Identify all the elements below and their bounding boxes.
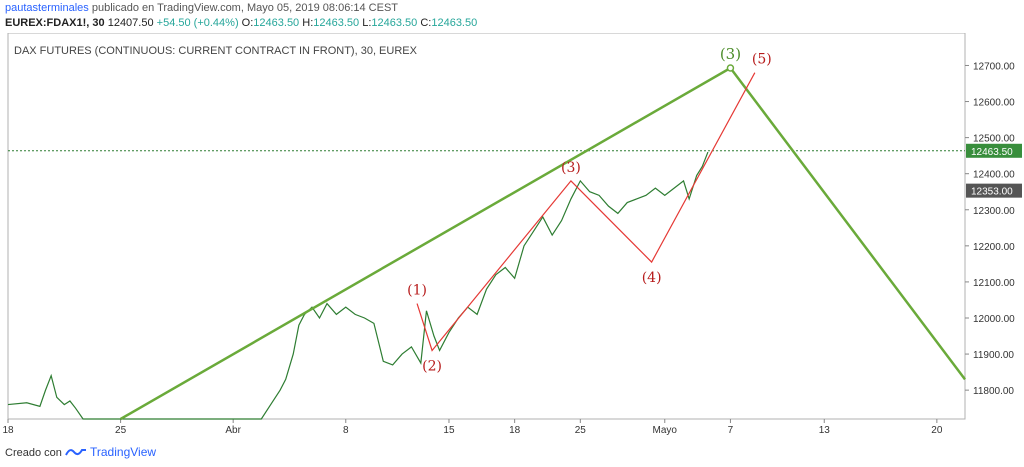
- wave-minor-label: (3): [561, 160, 581, 176]
- symbol-label: EUREX:FDAX1!, 30: [5, 17, 105, 29]
- published-text: publicado en TradingView.com, Mayo 05, 2…: [91, 2, 399, 14]
- wave-minor-line: [416, 72, 756, 352]
- y-tick-label: 12300.00: [973, 206, 1015, 217]
- wave-peak-marker: [726, 64, 735, 72]
- high-label: H:: [302, 17, 314, 29]
- low-label: L:: [362, 17, 372, 29]
- x-tick-label: Mayo: [653, 425, 678, 436]
- y-tick-label: 11900.00: [973, 350, 1014, 361]
- y-tick-label: 12600.00: [973, 98, 1015, 109]
- last-price-badge-label: 12463.50: [971, 147, 1013, 158]
- price-change: +54.50 (+0.44%): [156, 17, 239, 29]
- y-tick-label: 12200.00: [973, 242, 1015, 253]
- y-tick-label: 11800.00: [973, 386, 1014, 397]
- close-value: 12463.50: [431, 17, 478, 29]
- wave-minor-label: (1): [407, 283, 427, 299]
- x-tick-label: 20: [931, 425, 943, 436]
- plot-area[interactable]: [7, 33, 966, 420]
- low-value: 12463.50: [371, 17, 418, 29]
- publisher-line: pautasterminales publicado en TradingVie…: [5, 2, 398, 14]
- chart-title: DAX FUTURES (CONTINUOUS: CURRENT CONTRAC…: [14, 45, 418, 57]
- y-tick-label: 12700.00: [973, 61, 1015, 72]
- price-chart[interactable]: DAX FUTURES (CONTINUOUS: CURRENT CONTRAC…: [0, 33, 1024, 436]
- y-tick-label: 12000.00: [973, 314, 1015, 325]
- x-tick-label: 25: [575, 425, 587, 436]
- close-label: C:: [420, 17, 432, 29]
- wave-overlays: (3) (1) (2) (3) (4) (5): [119, 45, 966, 421]
- x-tick-label: 25: [115, 425, 127, 436]
- price-badges: 12463.50 12353.00: [966, 143, 1022, 198]
- x-tick-label: 8: [343, 425, 349, 436]
- x-tick-label: 7: [728, 425, 734, 436]
- high-value: 12463.50: [313, 17, 360, 29]
- secondary-price-badge-label: 12353.00: [971, 187, 1013, 198]
- price-series-line: [7, 151, 709, 420]
- wave-major-label: (3): [720, 45, 741, 63]
- created-with-text: Creado con: [5, 447, 62, 459]
- last-price: 12407.50: [107, 17, 154, 29]
- author-link[interactable]: pautasterminales: [5, 2, 89, 14]
- wave-minor-label: (4): [642, 270, 662, 286]
- open-value: 12463.50: [253, 17, 300, 29]
- symbol-line: EUREX:FDAX1!, 30 12407.50 +54.50 (+0.44%…: [5, 17, 477, 29]
- wave-minor-label: (2): [422, 358, 442, 374]
- tradingview-brand[interactable]: TradingView: [90, 445, 157, 459]
- y-tick-label: 12400.00: [973, 170, 1015, 181]
- x-tick-label: 18: [2, 425, 14, 436]
- open-label: O:: [241, 17, 254, 29]
- y-tick-label: 12500.00: [973, 134, 1015, 145]
- last-price-badge: [966, 143, 1022, 158]
- x-tick-label: 18: [509, 425, 521, 436]
- x-tick-label: Abr: [225, 425, 241, 436]
- secondary-price-badge: [966, 183, 1022, 198]
- wave-minor-label: (5): [752, 52, 772, 68]
- y-axis: 11800.00 11900.00 12000.00 12100.00 12200.00…: [965, 61, 1015, 397]
- x-tick-label: 15: [443, 425, 455, 436]
- x-tick-label: 13: [819, 425, 831, 436]
- series-layer: [7, 150, 965, 420]
- y-tick-label: 12100.00: [973, 278, 1015, 289]
- x-axis: 18 25 Abr 8 15 18 25 Mayo 7 13 20: [2, 419, 943, 436]
- footer: Creado con TradingView: [5, 445, 156, 459]
- tradingview-logo-icon: [65, 447, 90, 459]
